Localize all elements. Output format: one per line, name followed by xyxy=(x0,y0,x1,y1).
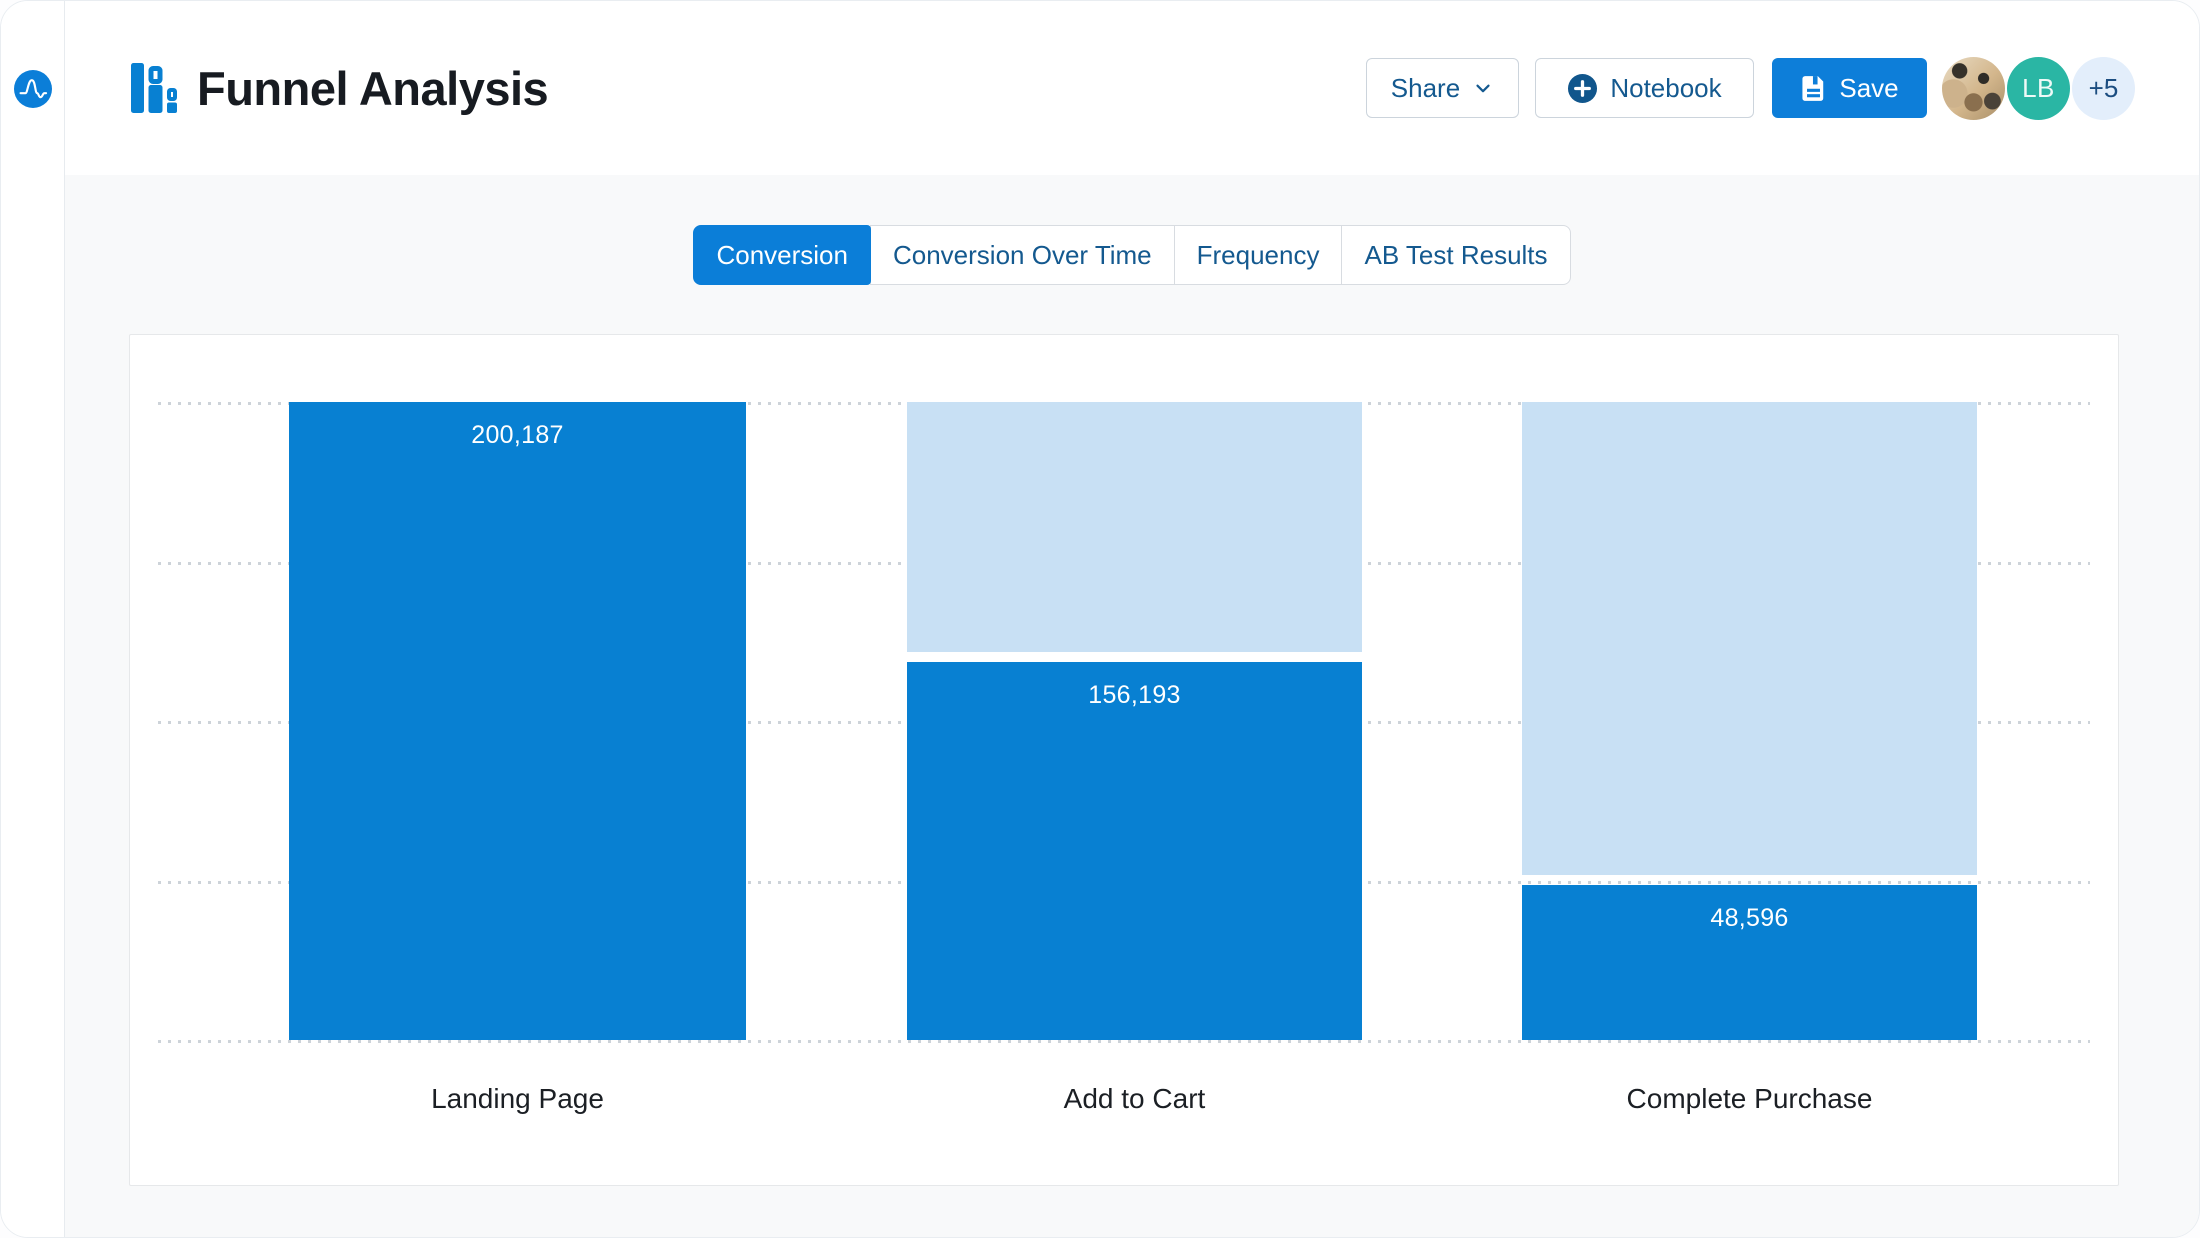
tab-conversion-over-time[interactable]: Conversion Over Time xyxy=(869,225,1175,285)
collaborator-avatar-photo[interactable] xyxy=(1942,56,2005,120)
notebook-button-label: Notebook xyxy=(1610,72,1722,103)
header-bar: Funnel Analysis Share Notebook xyxy=(65,1,2199,175)
share-button-label: Share xyxy=(1390,72,1461,103)
bar-ghost-segment[interactable] xyxy=(907,402,1362,652)
header-actions: Share Notebook xyxy=(1366,56,2135,120)
view-tabs: Conversion Conversion Over Time Frequency A… xyxy=(65,225,2199,285)
tab-ab-test-results[interactable]: AB Test Results xyxy=(1341,225,1571,285)
bar-category-label: Add to Cart xyxy=(1063,1083,1206,1114)
collaborator-overflow-badge[interactable]: +5 xyxy=(2072,56,2135,120)
save-button[interactable]: Save xyxy=(1772,58,1927,118)
bar-solid-segment[interactable]: 200,187 xyxy=(289,402,746,1040)
chevron-down-icon xyxy=(1476,84,1490,93)
content-area: Conversion Conversion Over Time Frequency A… xyxy=(65,175,2199,1237)
bar-solid-segment[interactable]: 156,193 xyxy=(907,662,1362,1040)
collaborator-avatar-initials[interactable]: LB xyxy=(2007,56,2070,120)
left-nav-rail xyxy=(1,1,65,1237)
bar-value-label: 156,193 xyxy=(1088,681,1181,709)
bar-solid-segment[interactable]: 48,596 xyxy=(1522,885,1977,1040)
main-column: Funnel Analysis Share Notebook xyxy=(65,1,2199,1237)
tab-conversion[interactable]: Conversion xyxy=(693,225,871,285)
page-title[interactable]: Funnel Analysis xyxy=(197,61,549,115)
save-floppy-icon xyxy=(1802,75,1824,101)
funnel-step-column: 200,187 Landing Page xyxy=(289,335,746,1185)
save-button-label: Save xyxy=(1839,72,1899,103)
funnel-chart-icon xyxy=(131,63,177,113)
add-to-notebook-button[interactable]: Notebook xyxy=(1535,58,1754,118)
bar-value-label: 200,187 xyxy=(471,421,564,449)
bar-category-label: Landing Page xyxy=(431,1083,604,1114)
funnel-step-column: 48,596 Complete Purchase xyxy=(1522,335,1977,1185)
bar-value-label: 48,596 xyxy=(1710,904,1789,932)
tab-frequency[interactable]: Frequency xyxy=(1173,225,1343,285)
chart-panel: 200,187 Landing Page 156,193 Add to Cart 48,… xyxy=(129,334,2119,1186)
share-button[interactable]: Share xyxy=(1366,58,1519,118)
funnel-step-column: 156,193 Add to Cart xyxy=(907,335,1362,1185)
bar-ghost-segment[interactable] xyxy=(1522,402,1977,875)
funnel-chart: 200,187 Landing Page 156,193 Add to Cart 48,… xyxy=(130,335,2118,1185)
bar-category-label: Complete Purchase xyxy=(1626,1083,1873,1114)
plus-circle-icon xyxy=(1568,73,1598,103)
collaborator-avatars: LB +5 xyxy=(1942,56,2135,120)
gridline xyxy=(158,1040,2090,1043)
amplitude-logo-icon[interactable] xyxy=(13,70,52,108)
title-group: Funnel Analysis xyxy=(131,61,549,116)
